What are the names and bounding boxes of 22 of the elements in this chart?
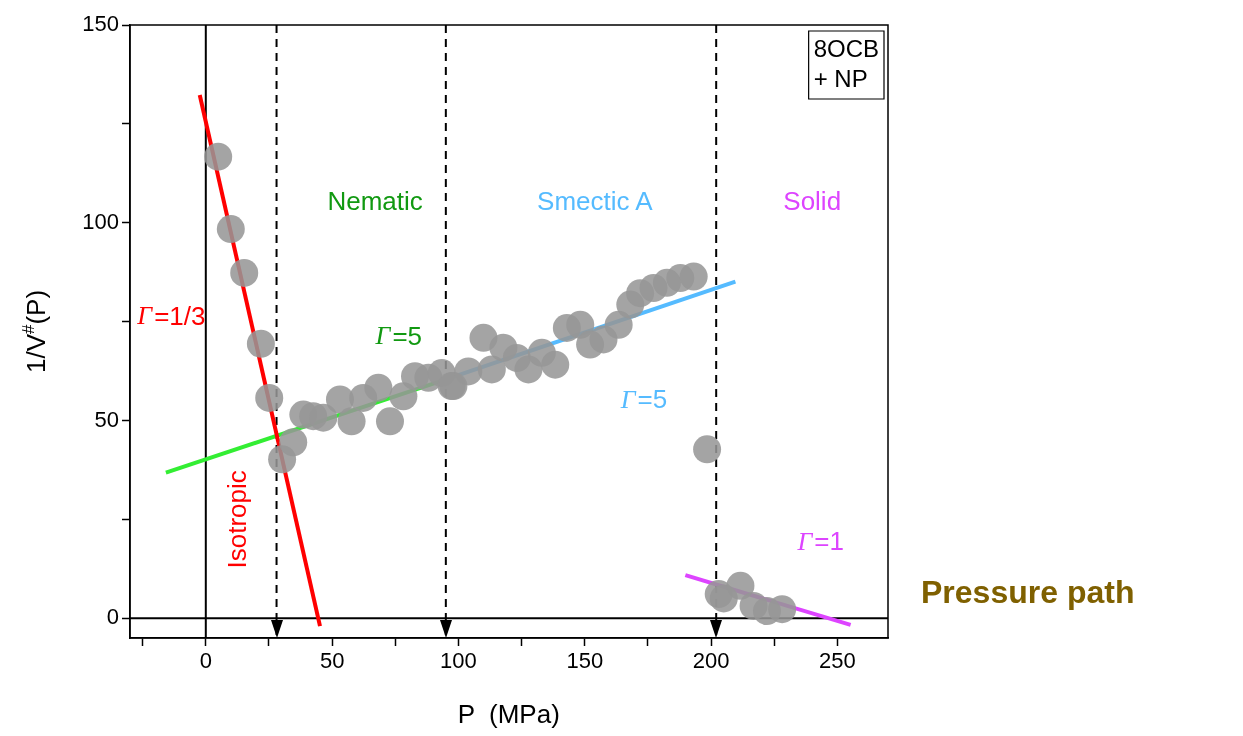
annotation: Nematic [327, 186, 423, 217]
annotation: Smectic A [537, 186, 654, 217]
x-tick-label: 50 [319, 648, 345, 674]
text: Γ=5 [619, 383, 668, 414]
x-tick-label: 100 [440, 648, 477, 674]
y-tick-label: 100 [82, 208, 119, 234]
y-tick-label: 50 [94, 406, 119, 432]
x-tick-label: 200 [692, 648, 730, 674]
y-tick-label: 150 [82, 11, 119, 37]
x-tick-label: 250 [819, 648, 856, 674]
y-tick-label: 0 [106, 604, 119, 630]
y-axis-title: 1/V#(P) [18, 289, 52, 374]
series-label: Γ=1 [796, 526, 845, 557]
series-label: Γ=5 [374, 320, 423, 351]
x-tick-label: 150 [566, 648, 604, 674]
annotation: 8OCB + NP [813, 34, 879, 92]
text: Pressure path [921, 574, 1135, 611]
x-axis-title: P (MPa) [457, 699, 560, 730]
series-label: Γ=1/3 [136, 300, 206, 331]
x-tick-label: 0 [199, 648, 212, 674]
annotation: Solid [783, 186, 842, 217]
annotation: Isotropic [221, 470, 252, 569]
